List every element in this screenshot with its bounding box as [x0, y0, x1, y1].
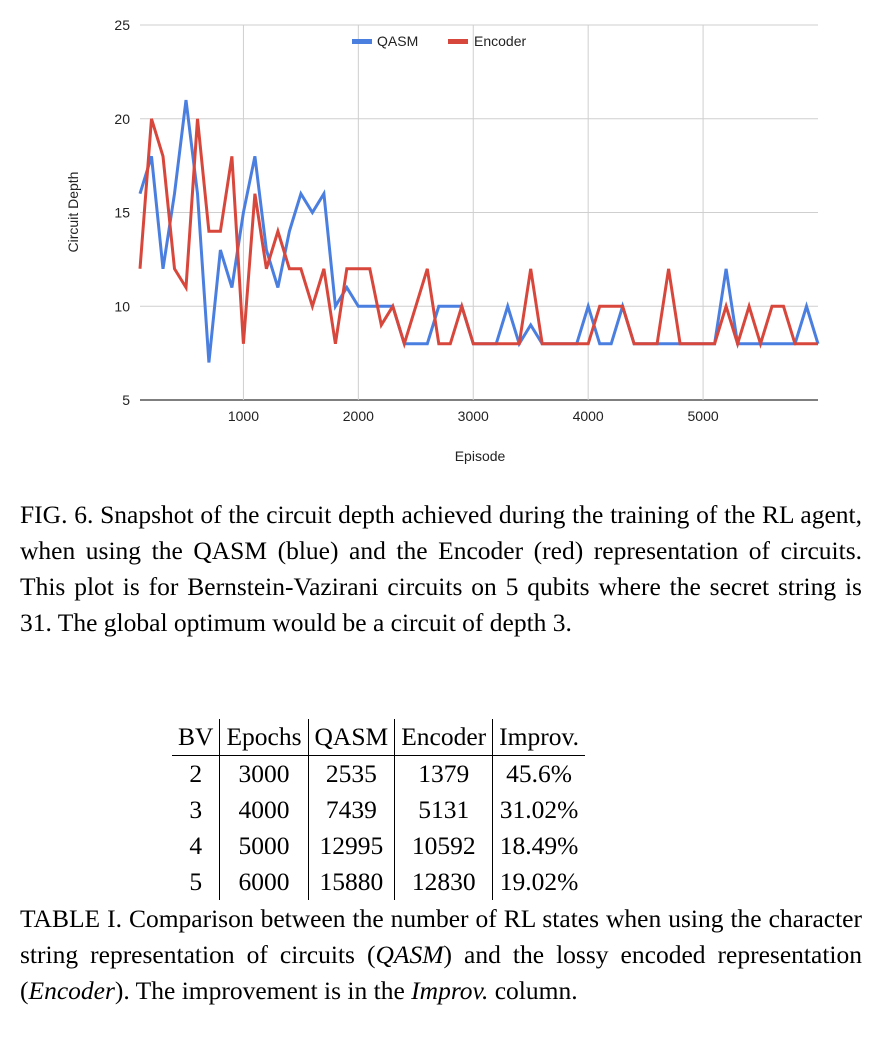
table-caption: TABLE I. Comparison between the number o… — [20, 901, 862, 1009]
cell-improv: 19.02% — [492, 864, 585, 900]
x-tick-label: 4000 — [573, 408, 604, 424]
y-tick-label: 10 — [114, 298, 130, 314]
cell-bv: 5 — [189, 867, 203, 896]
x-tick-labels: 1000 2000 3000 4000 5000 — [228, 408, 719, 424]
figure-caption: FIG. 6. Snapshot of the circuit depth ac… — [20, 500, 862, 637]
header-qasm: QASM — [307, 719, 395, 756]
cell-improv: 18.49% — [492, 828, 585, 864]
cell-encoder: 10592 — [394, 828, 493, 864]
x-tick-label: 3000 — [458, 408, 489, 424]
y-tick-label: 25 — [114, 17, 130, 33]
cell-encoder: 5131 — [394, 792, 493, 828]
legend-swatch-qasm — [352, 39, 372, 44]
header-epochs: Epochs — [219, 719, 309, 756]
x-tick-label: 5000 — [688, 408, 719, 424]
y-tick-label: 15 — [114, 205, 130, 221]
cell-epochs: 5000 — [219, 828, 309, 864]
header-encoder: Encoder — [394, 719, 493, 756]
legend: QASM Encoder — [352, 33, 526, 49]
series-lines — [138, 99, 820, 363]
table-caption-improv: Improv. — [411, 976, 489, 1005]
cell-encoder: 12830 — [394, 864, 493, 900]
table-row: 3 4000 7439 5131 31.02% — [172, 792, 585, 828]
results-table: BV Epochs QASM Encoder Improv. 2 3000 25… — [172, 719, 585, 900]
cell-epochs: 6000 — [219, 864, 309, 900]
legend-label-qasm: QASM — [377, 33, 418, 49]
cell-epochs: 4000 — [219, 792, 309, 828]
legend-label-encoder: Encoder — [474, 33, 526, 49]
y-tick-labels: 5 10 15 20 25 — [114, 17, 130, 408]
cell-improv: 31.02% — [492, 792, 585, 828]
cell-qasm: 2535 — [307, 755, 395, 792]
cell-qasm: 12995 — [307, 828, 395, 864]
header-bv: BV — [172, 719, 220, 756]
cell-bv: 2 — [189, 759, 203, 788]
cell-epochs: 3000 — [219, 755, 309, 792]
cell-qasm: 15880 — [307, 864, 395, 900]
table-caption-qasm: QASM — [375, 940, 444, 969]
x-tick-label: 1000 — [228, 408, 259, 424]
cell-qasm: 7439 — [307, 792, 395, 828]
y-tick-label: 5 — [122, 392, 130, 408]
table-caption-suffix: column. — [488, 976, 578, 1005]
table-header-row: BV Epochs QASM Encoder Improv. — [172, 719, 585, 756]
table-row: 4 5000 12995 10592 18.49% — [172, 828, 585, 864]
circuit-depth-chart: 5 10 15 20 25 1000 2000 3000 4000 5000 QASM Enco… — [65, 17, 820, 464]
series-line-encoder — [138, 118, 818, 349]
cell-bv: 4 — [189, 831, 203, 860]
table-row: 5 6000 15880 12830 19.02% — [172, 864, 585, 900]
header-improv: Improv. — [492, 719, 585, 756]
cell-encoder: 1379 — [394, 755, 493, 792]
x-tick-label: 2000 — [343, 408, 374, 424]
table-row: 2 3000 2535 1379 45.6% — [172, 755, 585, 792]
table-caption-encoder: Encoder — [28, 976, 115, 1005]
cell-improv: 45.6% — [492, 755, 585, 792]
y-axis-label: Circuit Depth — [65, 172, 81, 253]
table-caption-middle: ) and the lossy encoded representation ( — [20, 940, 862, 1005]
cell-bv: 3 — [189, 795, 203, 824]
table-caption-after-encoder: ). The improvement is in the — [114, 976, 412, 1005]
legend-swatch-encoder — [448, 39, 468, 44]
x-axis-label: Episode — [455, 448, 506, 464]
table-caption-prefix: TABLE I. Comparison between the number o… — [20, 904, 862, 969]
y-tick-label: 20 — [114, 111, 130, 127]
